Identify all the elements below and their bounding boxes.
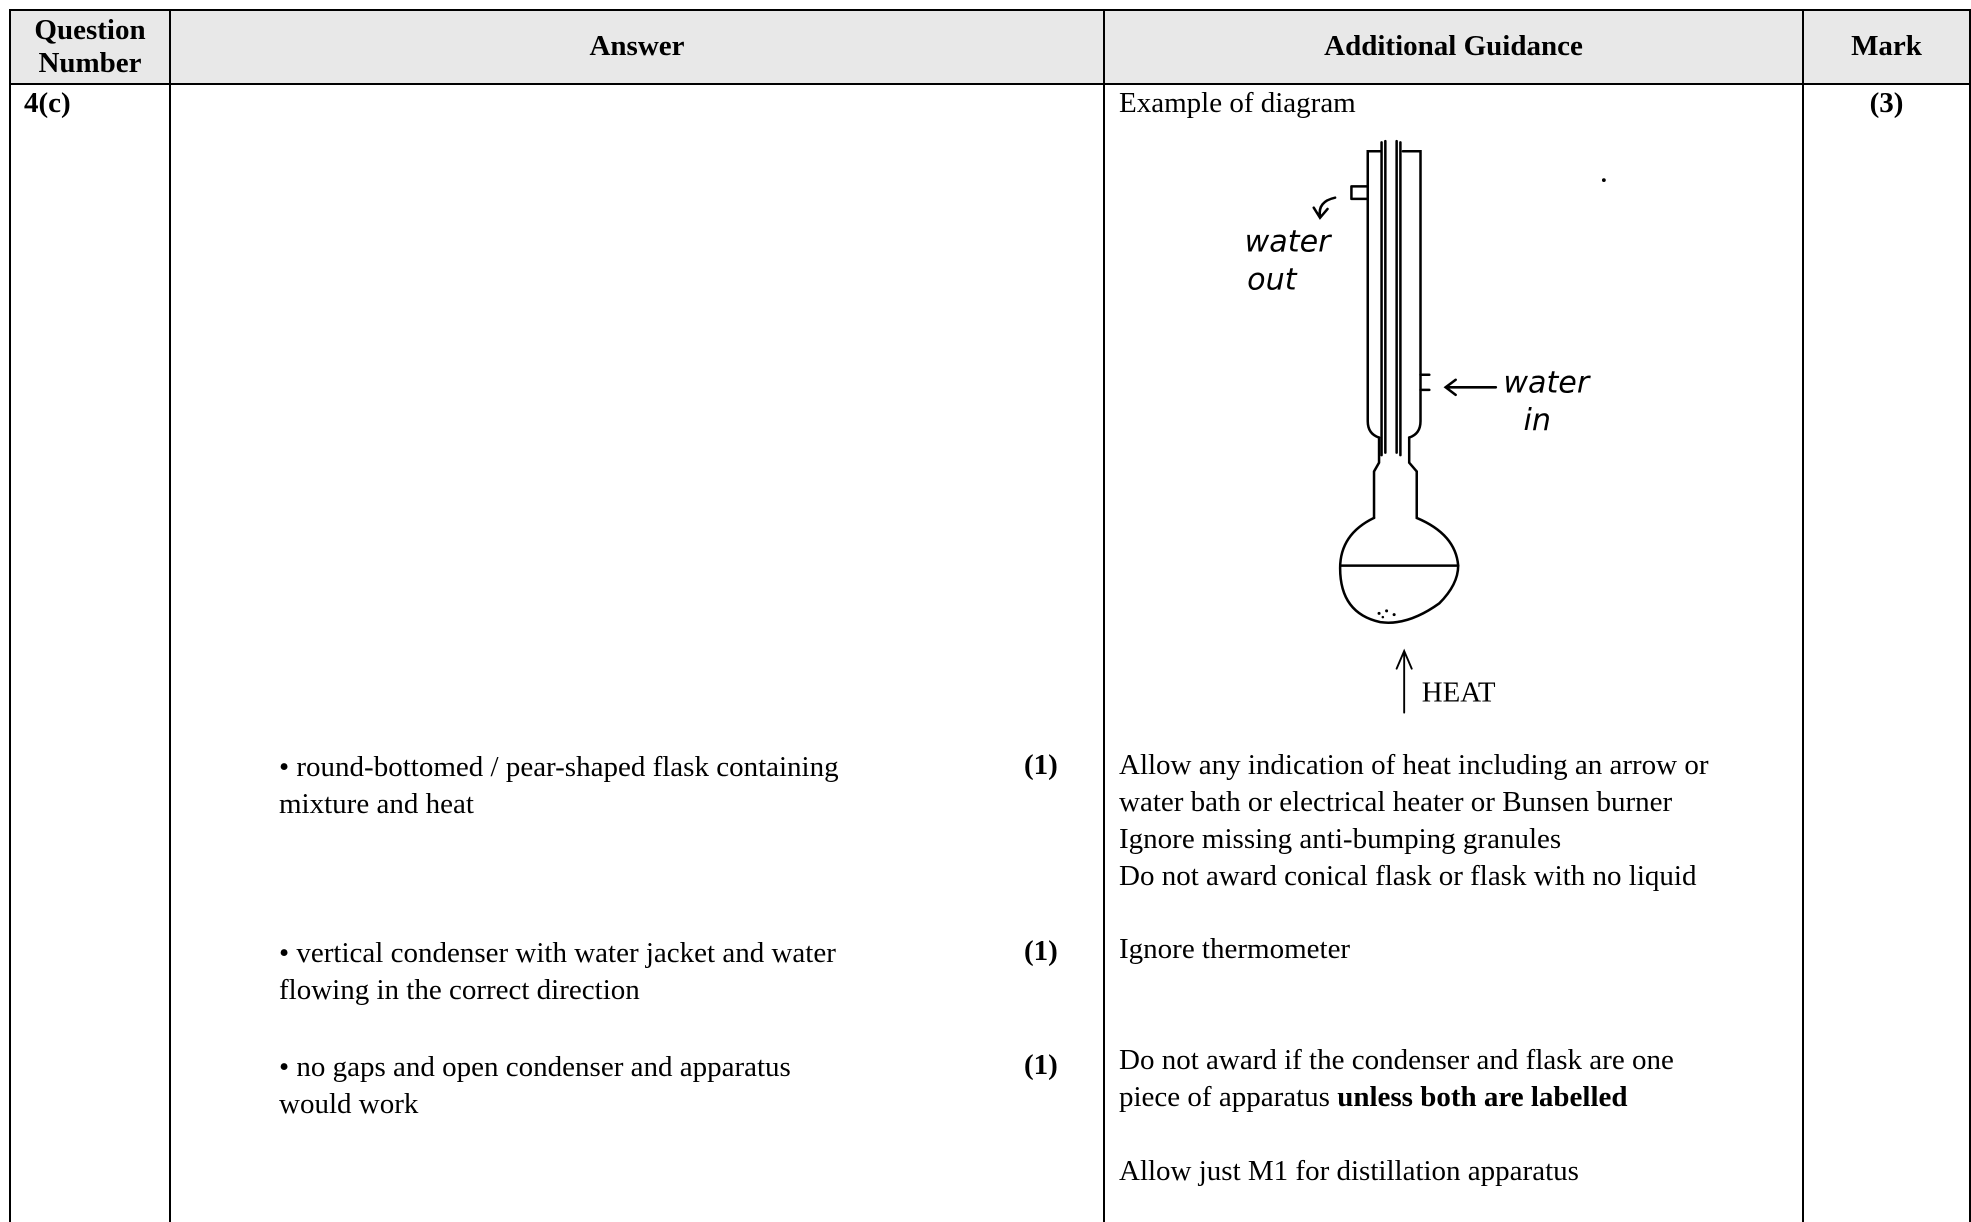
- diagram-label: in: [1523, 403, 1550, 438]
- guidance-text: piece of apparatus: [1119, 1081, 1338, 1113]
- guidance-text: Allow any indication of heat including a…: [1119, 749, 1709, 781]
- column-header: Additional Guidance: [1324, 30, 1583, 62]
- border: [1802, 9, 1804, 1222]
- guidance-text: Do not award conical flask or flask with…: [1119, 860, 1697, 892]
- answer-text: would work: [279, 1088, 419, 1120]
- border: [1103, 9, 1105, 1222]
- border: [9, 9, 11, 1222]
- header-background: [9, 9, 1971, 84]
- point-mark: (1): [1024, 1049, 1058, 1081]
- question-number: 4(c): [24, 87, 71, 119]
- answer-text: • no gaps and open condenser and apparat…: [279, 1051, 791, 1083]
- reflux-diagram: water out water in HEAT: [1245, 139, 1606, 714]
- border: [9, 83, 1971, 85]
- diagram-label: water: [1503, 365, 1590, 400]
- apparatus: [1312, 139, 1498, 714]
- answer-text: mixture and heat: [279, 788, 474, 820]
- guidance-line: water bath or electrical heater or Bunse…: [1119, 784, 1672, 820]
- guidance-line: Ignore missing anti-bumping granules: [1119, 821, 1561, 857]
- guidance-line: Ignore thermometer: [1119, 931, 1350, 967]
- guidance-text: Ignore thermometer: [1119, 933, 1351, 965]
- border: [169, 9, 171, 1222]
- answer-text: flowing in the correct direction: [279, 974, 640, 1006]
- border: [9, 9, 1971, 11]
- guidance-text: Allow just M1 for distillation apparatus: [1119, 1155, 1579, 1187]
- guidance-text: water bath or electrical heater or Bunse…: [1119, 786, 1673, 818]
- guidance-line: Allow just M1 for distillation apparatus: [1119, 1153, 1579, 1189]
- border: [1969, 9, 1971, 1222]
- guidance-text: Example of diagram: [1119, 87, 1356, 119]
- diagram-label: water: [1245, 225, 1332, 260]
- guidance-text: Do not award if the condenser and flask …: [1119, 1044, 1674, 1076]
- point-mark: (1): [1024, 935, 1058, 967]
- column-header: Answer: [589, 30, 685, 62]
- column-header: Mark: [1851, 30, 1922, 62]
- guidance-line: Allow any indication of heat including a…: [1119, 747, 1709, 783]
- diagram-label: out: [1247, 262, 1298, 297]
- granules: [1377, 178, 1606, 619]
- guidance-text: unless both are labelled: [1337, 1081, 1628, 1113]
- guidance-line: piece of apparatus unless both are label…: [1119, 1079, 1628, 1115]
- column-header: Question Number: [34, 13, 146, 79]
- point-mark: (1): [1024, 749, 1058, 781]
- total-mark: (3): [1869, 87, 1904, 119]
- guidance-text: Ignore missing anti-bumping granules: [1119, 823, 1562, 855]
- guidance-line: Do not award if the condenser and flask …: [1119, 1042, 1674, 1078]
- guidance-line: Do not award conical flask or flask with…: [1119, 858, 1696, 894]
- answer-text: • vertical condenser with water jacket a…: [279, 937, 836, 969]
- answer-text: • round-bottomed / pear-shaped flask con…: [279, 751, 839, 783]
- diagram-label: HEAT: [1422, 676, 1496, 708]
